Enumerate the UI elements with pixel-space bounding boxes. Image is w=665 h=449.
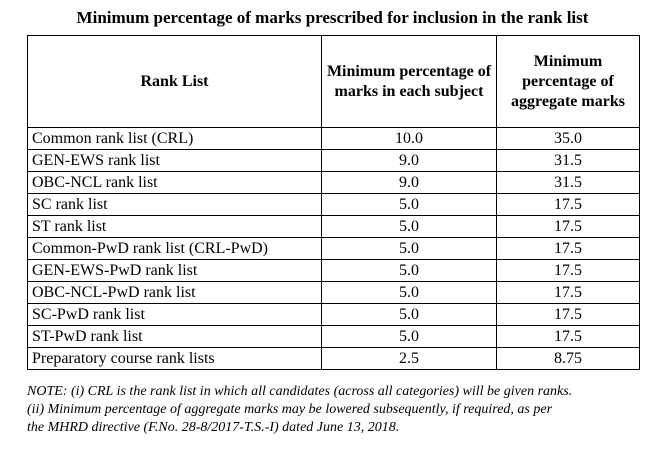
note-line: the MHRD directive (F.No. 28-8/2017-T.S.…	[27, 420, 400, 435]
min-each-subject-value: 9.0	[321, 171, 497, 194]
note-line: NOTE: (i) CRL is the rank list in which …	[27, 384, 573, 399]
rank-list-table: Rank List Minimum percentage of marks in…	[27, 35, 640, 370]
table-row: ST rank list 5.0 17.5	[27, 215, 640, 238]
min-each-subject-value: 5.0	[321, 325, 497, 348]
rank-list-name: SC-PwD rank list	[27, 303, 322, 326]
table-row: SC rank list 5.0 17.5	[27, 193, 640, 216]
rank-list-name: ST-PwD rank list	[27, 325, 322, 348]
table-row: OBC-NCL-PwD rank list 5.0 17.5	[27, 281, 640, 304]
table-row: Common-PwD rank list (CRL-PwD) 5.0 17.5	[27, 237, 640, 260]
rank-list-name: ST rank list	[27, 215, 322, 238]
header-min-each-subject: Minimum percentage of marks in each subj…	[321, 35, 497, 128]
table-row: GEN-EWS rank list 9.0 31.5	[27, 149, 640, 172]
min-each-subject-value: 5.0	[321, 303, 497, 326]
min-each-subject-value: 10.0	[321, 127, 497, 150]
min-each-subject-value: 2.5	[321, 347, 497, 370]
rank-list-name: GEN-EWS-PwD rank list	[27, 259, 322, 282]
min-aggregate-value: 17.5	[496, 303, 640, 326]
min-each-subject-value: 5.0	[321, 259, 497, 282]
min-each-subject-value: 9.0	[321, 149, 497, 172]
min-aggregate-value: 8.75	[496, 347, 640, 370]
table-row: GEN-EWS-PwD rank list 5.0 17.5	[27, 259, 640, 282]
table-header-row: Rank List Minimum percentage of marks in…	[27, 35, 640, 128]
table-row: OBC-NCL rank list 9.0 31.5	[27, 171, 640, 194]
table-row: Common rank list (CRL) 10.0 35.0	[27, 127, 640, 150]
min-each-subject-value: 5.0	[321, 215, 497, 238]
min-aggregate-value: 17.5	[496, 237, 640, 260]
note-line: (ii) Minimum percentage of aggregate mar…	[27, 402, 553, 417]
rank-list-name: Preparatory course rank lists	[27, 347, 322, 370]
min-aggregate-value: 35.0	[496, 127, 640, 150]
min-each-subject-value: 5.0	[321, 281, 497, 304]
min-aggregate-value: 31.5	[496, 171, 640, 194]
table-row: ST-PwD rank list 5.0 17.5	[27, 325, 640, 348]
rank-list-name: SC rank list	[27, 193, 322, 216]
min-each-subject-value: 5.0	[321, 237, 497, 260]
table-row: SC-PwD rank list 5.0 17.5	[27, 303, 640, 326]
table-caption: Minimum percentage of marks prescribed f…	[76, 8, 589, 27]
rank-list-name: Common-PwD rank list (CRL-PwD)	[27, 237, 322, 260]
header-rank-list: Rank List	[27, 35, 322, 128]
rank-list-name: GEN-EWS rank list	[27, 149, 322, 172]
min-aggregate-value: 17.5	[496, 193, 640, 216]
header-min-aggregate: Minimum percentage of aggregate marks	[496, 35, 640, 128]
rank-list-name: OBC-NCL rank list	[27, 171, 322, 194]
min-aggregate-value: 31.5	[496, 149, 640, 172]
min-aggregate-value: 17.5	[496, 215, 640, 238]
rank-list-name: OBC-NCL-PwD rank list	[27, 281, 322, 304]
table-row: Preparatory course rank lists 2.5 8.75	[27, 347, 640, 370]
rank-list-name: Common rank list (CRL)	[27, 127, 322, 150]
table-note: NOTE: (i) CRL is the rank list in which …	[27, 383, 657, 437]
min-each-subject-value: 5.0	[321, 193, 497, 216]
min-aggregate-value: 17.5	[496, 259, 640, 282]
min-aggregate-value: 17.5	[496, 325, 640, 348]
min-aggregate-value: 17.5	[496, 281, 640, 304]
